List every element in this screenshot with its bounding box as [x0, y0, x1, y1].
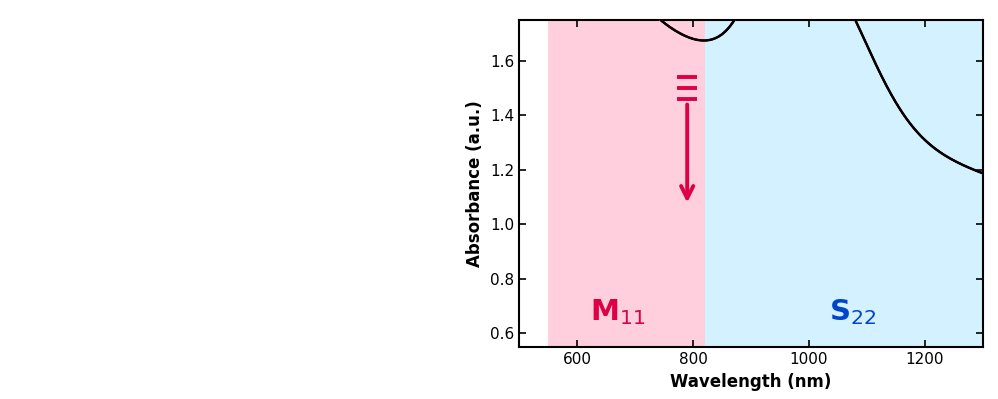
Text: S$_{22}$: S$_{22}$ [829, 297, 876, 327]
X-axis label: Wavelength (nm): Wavelength (nm) [671, 373, 831, 391]
Bar [548, 20, 705, 347]
Text: M$_{11}$: M$_{11}$ [590, 297, 645, 327]
Bar [705, 20, 983, 347]
Y-axis label: Absorbance (a.u.): Absorbance (a.u.) [466, 100, 484, 267]
